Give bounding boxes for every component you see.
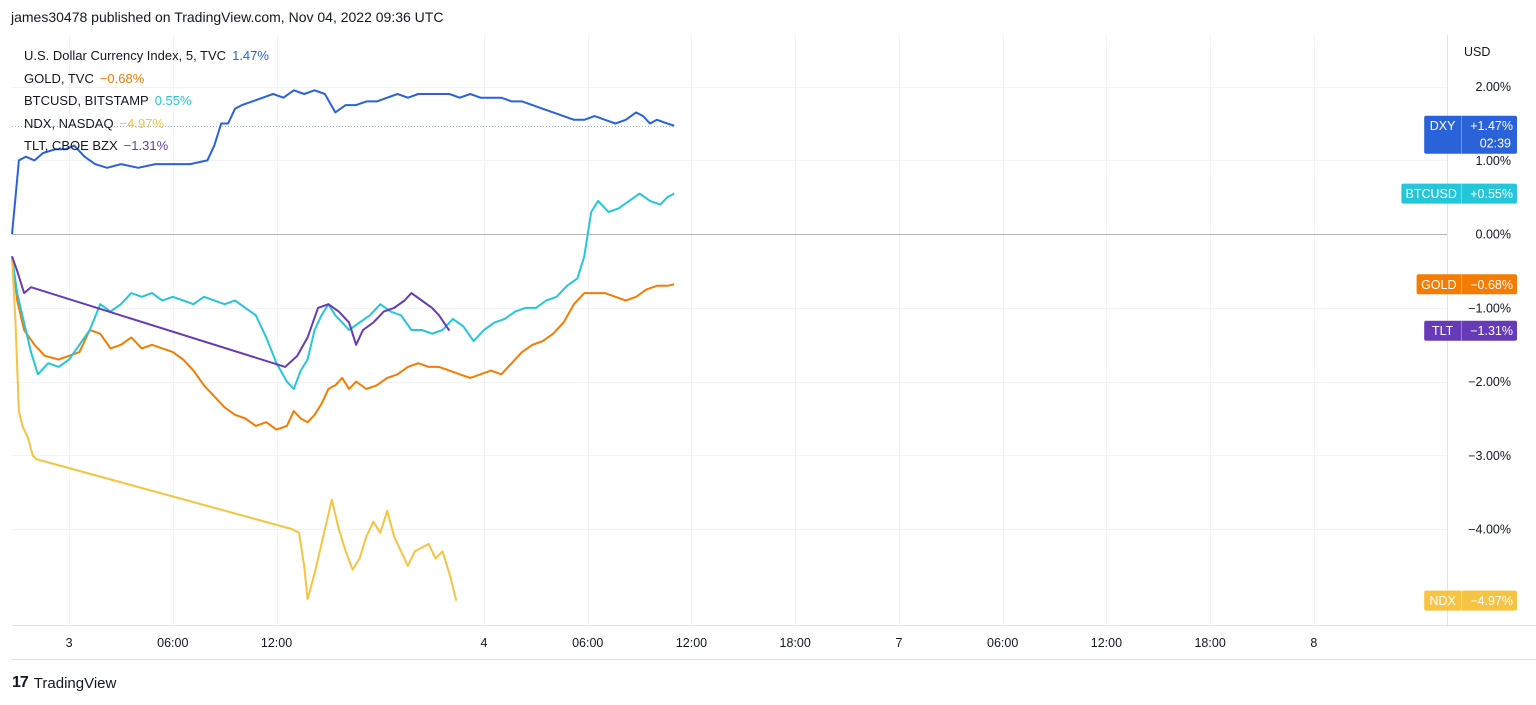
time-tick-3: 4 (481, 636, 488, 650)
legend-row-dxy[interactable]: U.S. Dollar Currency Index, 5, TVC 1.47% (24, 45, 269, 68)
price-axis-unit: USD (1464, 45, 1490, 59)
tradingview-logo[interactable]: 17 TradingView (12, 674, 116, 692)
time-tick-5: 12:00 (676, 636, 707, 650)
price-tag-ndx[interactable]: NDX −4.97% (1424, 590, 1517, 611)
price-tag-value-ndx: −4.97% (1470, 594, 1513, 608)
price-tag-value-btcusd: +0.55% (1470, 187, 1513, 201)
price-tick-3: −1.00% (1468, 301, 1511, 315)
price-tag-dxy[interactable]: DXY +1.47% 02:39 (1424, 115, 1517, 154)
series-legend: U.S. Dollar Currency Index, 5, TVC 1.47% G… (24, 45, 269, 158)
price-tick-6: −4.00% (1468, 523, 1511, 537)
tradingview-logo-icon: 17 (12, 674, 29, 691)
legend-row-ndx[interactable]: NDX, NASDAQ −4.97% (24, 113, 269, 136)
time-tick-9: 12:00 (1091, 636, 1122, 650)
legend-change-tlt: −1.31% (123, 138, 169, 153)
time-tick-6: 18:00 (780, 636, 811, 650)
price-tick-0: 2.00% (1476, 80, 1511, 94)
price-tick-1: 1.00% (1476, 154, 1511, 168)
price-tag-name-gold: GOLD (1421, 278, 1456, 292)
series-layer (11, 89, 675, 601)
price-tag-btcusd[interactable]: BTCUSD +0.55% (1401, 183, 1517, 204)
price-tick-4: −2.00% (1468, 375, 1511, 389)
price-tick-5: −3.00% (1468, 449, 1511, 463)
time-tick-10: 18:00 (1194, 636, 1225, 650)
legend-change-btcusd: 0.55% (154, 93, 192, 108)
price-tag-value-tlt: −1.31% (1470, 324, 1513, 338)
legend-row-tlt[interactable]: TLT, CBOE BZX −1.31% (24, 135, 269, 158)
price-tag-countdown: 02:39 (1480, 137, 1511, 151)
legend-name-tlt: TLT, CBOE BZX (24, 138, 118, 153)
time-tick-7: 7 (895, 636, 902, 650)
series-line-gold[interactable] (11, 256, 675, 431)
series-line-tlt[interactable] (11, 255, 451, 368)
legend-name-gold: GOLD, TVC (24, 70, 94, 86)
price-tag-tlt[interactable]: TLT −1.31% (1424, 320, 1517, 341)
series-line-btcusd[interactable] (11, 192, 675, 390)
time-tick-8: 06:00 (987, 636, 1018, 650)
price-tag-name-ndx: NDX (1429, 594, 1456, 608)
series-line-dxy[interactable] (11, 89, 675, 235)
legend-change-gold: −0.68% (99, 70, 145, 86)
legend-name-dxy: U.S. Dollar Currency Index, 5, TVC (24, 48, 227, 63)
time-tick-0: 3 (66, 636, 73, 650)
publisher-line: james30478 published on TradingView.com,… (11, 9, 444, 25)
legend-change-dxy: 1.47% (232, 48, 269, 63)
price-tick-2: 0.00% (1476, 228, 1511, 242)
price-tag-gold[interactable]: GOLD −0.68% (1416, 274, 1517, 295)
price-tag-name-dxy: DXY (1430, 119, 1456, 133)
legend-name-ndx: NDX, NASDAQ (24, 115, 114, 131)
time-tick-11: 8 (1310, 636, 1317, 650)
legend-change-ndx: −4.97% (119, 115, 165, 131)
time-tick-4: 06:00 (572, 636, 603, 650)
time-axis: 3 06:00 12:00 4 06:00 12:00 18:00 7 06:00 12:00 18… (66, 636, 1318, 650)
price-tag-name-btcusd: BTCUSD (1405, 187, 1456, 201)
series-line-ndx[interactable] (11, 256, 458, 601)
price-tag-value-dxy: +1.47% (1470, 119, 1513, 133)
legend-row-gold[interactable]: GOLD, TVC −0.68% (24, 68, 269, 91)
tradingview-brand-label: TradingView (33, 674, 117, 692)
price-tag-value-gold: −0.68% (1470, 278, 1513, 292)
price-tag-name-tlt: TLT (1432, 324, 1454, 338)
legend-name-btcusd: BTCUSD, BITSTAMP (24, 93, 149, 108)
time-tick-1: 06:00 (157, 636, 188, 650)
time-tick-2: 12:00 (261, 636, 292, 650)
price-axis: 2.00% 1.00% 0.00% −1.00% −2.00% −3.00% −4.00% (1468, 80, 1511, 537)
legend-row-btcusd[interactable]: BTCUSD, BITSTAMP 0.55% (24, 90, 269, 113)
